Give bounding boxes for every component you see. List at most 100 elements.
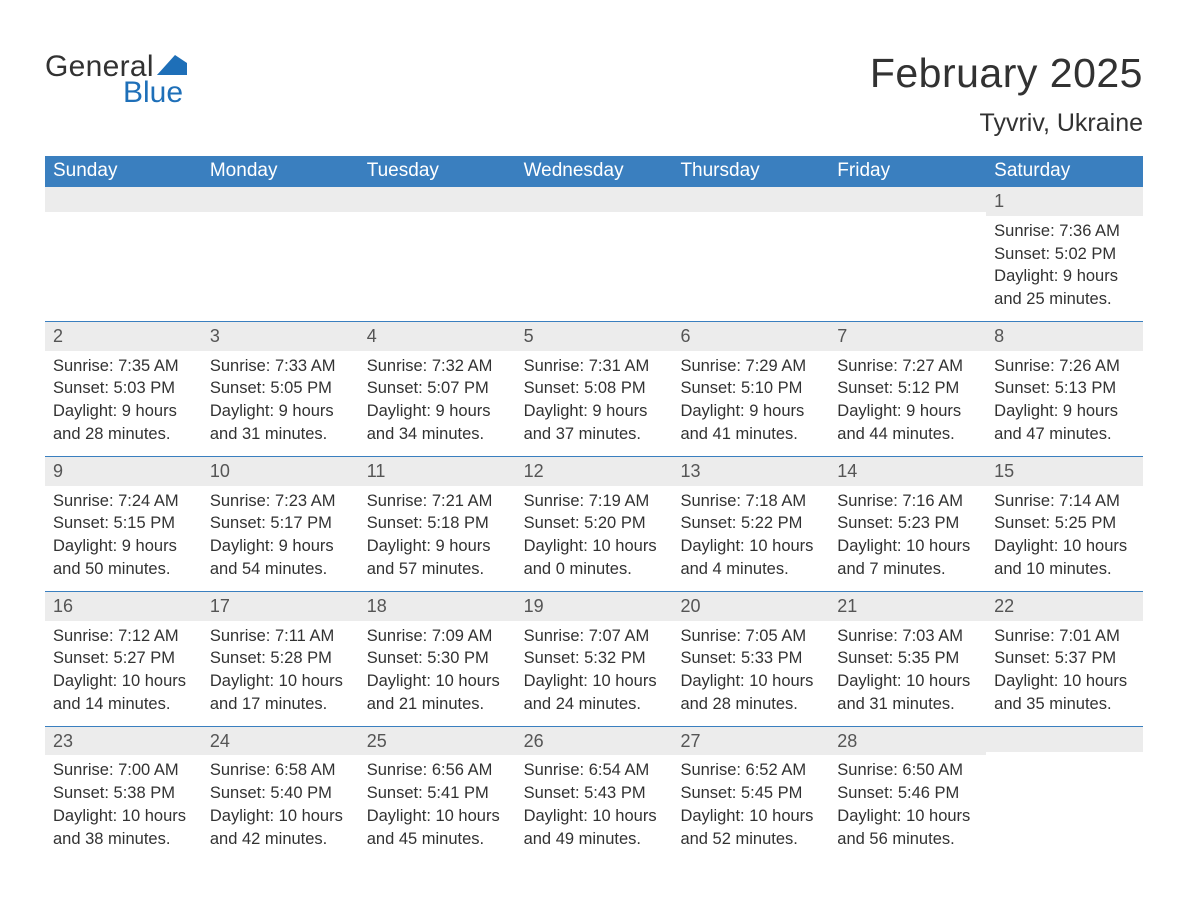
day-header: Sunday xyxy=(45,156,202,187)
daylight-text: and 41 minutes. xyxy=(680,423,821,446)
day-number: 1 xyxy=(986,187,1143,216)
title-block: February 2025 Tyvriv, Ukraine xyxy=(870,50,1143,138)
week-row: 9Sunrise: 7:24 AMSunset: 5:15 PMDaylight… xyxy=(45,456,1143,591)
day-cell: 28Sunrise: 6:50 AMSunset: 5:46 PMDayligh… xyxy=(829,727,986,861)
day-header-row: SundayMondayTuesdayWednesdayThursdayFrid… xyxy=(45,156,1143,187)
day-cell: 11Sunrise: 7:21 AMSunset: 5:18 PMDayligh… xyxy=(359,457,516,591)
day-number: 21 xyxy=(829,592,986,621)
day-cell xyxy=(516,187,673,321)
sunrise-text: Sunrise: 7:29 AM xyxy=(680,355,821,378)
day-cell: 25Sunrise: 6:56 AMSunset: 5:41 PMDayligh… xyxy=(359,727,516,861)
sunset-text: Sunset: 5:17 PM xyxy=(210,512,351,535)
day-number: 17 xyxy=(202,592,359,621)
sunset-text: Sunset: 5:33 PM xyxy=(680,647,821,670)
day-number: 10 xyxy=(202,457,359,486)
day-number xyxy=(516,187,673,212)
sunset-text: Sunset: 5:37 PM xyxy=(994,647,1135,670)
sunset-text: Sunset: 5:23 PM xyxy=(837,512,978,535)
sunrise-text: Sunrise: 6:50 AM xyxy=(837,759,978,782)
day-number: 6 xyxy=(672,322,829,351)
sunrise-text: Sunrise: 7:18 AM xyxy=(680,490,821,513)
sunset-text: Sunset: 5:35 PM xyxy=(837,647,978,670)
day-number: 12 xyxy=(516,457,673,486)
day-cell xyxy=(829,187,986,321)
day-number: 25 xyxy=(359,727,516,756)
week-row: 2Sunrise: 7:35 AMSunset: 5:03 PMDaylight… xyxy=(45,321,1143,456)
daylight-text: Daylight: 9 hours xyxy=(524,400,665,423)
day-number: 3 xyxy=(202,322,359,351)
sunset-text: Sunset: 5:32 PM xyxy=(524,647,665,670)
daylight-text: and 14 minutes. xyxy=(53,693,194,716)
daylight-text: and 44 minutes. xyxy=(837,423,978,446)
day-number: 19 xyxy=(516,592,673,621)
daylight-text: and 38 minutes. xyxy=(53,828,194,851)
daylight-text: Daylight: 10 hours xyxy=(53,670,194,693)
daylight-text: Daylight: 10 hours xyxy=(367,670,508,693)
daylight-text: Daylight: 10 hours xyxy=(210,805,351,828)
day-cell: 24Sunrise: 6:58 AMSunset: 5:40 PMDayligh… xyxy=(202,727,359,861)
sunrise-text: Sunrise: 7:11 AM xyxy=(210,625,351,648)
daylight-text: and 34 minutes. xyxy=(367,423,508,446)
day-cell xyxy=(202,187,359,321)
day-cell: 16Sunrise: 7:12 AMSunset: 5:27 PMDayligh… xyxy=(45,592,202,726)
daylight-text: and 31 minutes. xyxy=(837,693,978,716)
day-number xyxy=(202,187,359,212)
day-cell: 23Sunrise: 7:00 AMSunset: 5:38 PMDayligh… xyxy=(45,727,202,861)
daylight-text: and 35 minutes. xyxy=(994,693,1135,716)
daylight-text: Daylight: 10 hours xyxy=(210,670,351,693)
sunrise-text: Sunrise: 7:36 AM xyxy=(994,220,1135,243)
day-number xyxy=(829,187,986,212)
sunrise-text: Sunrise: 7:35 AM xyxy=(53,355,194,378)
daylight-text: and 17 minutes. xyxy=(210,693,351,716)
daylight-text: Daylight: 10 hours xyxy=(524,805,665,828)
day-header: Monday xyxy=(202,156,359,187)
sunset-text: Sunset: 5:20 PM xyxy=(524,512,665,535)
sunrise-text: Sunrise: 7:21 AM xyxy=(367,490,508,513)
daylight-text: and 10 minutes. xyxy=(994,558,1135,581)
daylight-text: and 0 minutes. xyxy=(524,558,665,581)
day-cell: 13Sunrise: 7:18 AMSunset: 5:22 PMDayligh… xyxy=(672,457,829,591)
daylight-text: and 50 minutes. xyxy=(53,558,194,581)
daylight-text: and 54 minutes. xyxy=(210,558,351,581)
daylight-text: and 25 minutes. xyxy=(994,288,1135,311)
daylight-text: Daylight: 10 hours xyxy=(837,535,978,558)
day-header: Tuesday xyxy=(359,156,516,187)
daylight-text: and 37 minutes. xyxy=(524,423,665,446)
day-cell xyxy=(672,187,829,321)
sunset-text: Sunset: 5:18 PM xyxy=(367,512,508,535)
day-cell: 21Sunrise: 7:03 AMSunset: 5:35 PMDayligh… xyxy=(829,592,986,726)
sunset-text: Sunset: 5:43 PM xyxy=(524,782,665,805)
day-number: 13 xyxy=(672,457,829,486)
day-header: Thursday xyxy=(672,156,829,187)
daylight-text: Daylight: 10 hours xyxy=(837,805,978,828)
daylight-text: and 21 minutes. xyxy=(367,693,508,716)
day-number: 11 xyxy=(359,457,516,486)
sunset-text: Sunset: 5:28 PM xyxy=(210,647,351,670)
page-header: General Blue February 2025 Tyvriv, Ukrai… xyxy=(45,50,1143,138)
daylight-text: Daylight: 10 hours xyxy=(524,535,665,558)
day-cell: 9Sunrise: 7:24 AMSunset: 5:15 PMDaylight… xyxy=(45,457,202,591)
daylight-text: and 57 minutes. xyxy=(367,558,508,581)
daylight-text: Daylight: 10 hours xyxy=(994,535,1135,558)
day-number: 20 xyxy=(672,592,829,621)
day-header: Friday xyxy=(829,156,986,187)
sunset-text: Sunset: 5:05 PM xyxy=(210,377,351,400)
sunrise-text: Sunrise: 6:58 AM xyxy=(210,759,351,782)
daylight-text: Daylight: 10 hours xyxy=(524,670,665,693)
daylight-text: Daylight: 9 hours xyxy=(210,535,351,558)
location-label: Tyvriv, Ukraine xyxy=(870,109,1143,138)
sunrise-text: Sunrise: 7:12 AM xyxy=(53,625,194,648)
day-number: 23 xyxy=(45,727,202,756)
sunrise-text: Sunrise: 7:33 AM xyxy=(210,355,351,378)
daylight-text: Daylight: 9 hours xyxy=(994,265,1135,288)
daylight-text: Daylight: 9 hours xyxy=(53,535,194,558)
day-cell: 17 Sunrise: 7:11 AMSunset: 5:28 PMDayligh… xyxy=(202,592,359,726)
day-cell: 7Sunrise: 7:27 AMSunset: 5:12 PMDaylight… xyxy=(829,322,986,456)
day-number: 7 xyxy=(829,322,986,351)
day-cell: 6Sunrise: 7:29 AMSunset: 5:10 PMDaylight… xyxy=(672,322,829,456)
day-cell xyxy=(45,187,202,321)
sunset-text: Sunset: 5:03 PM xyxy=(53,377,194,400)
sunrise-text: Sunrise: 7:26 AM xyxy=(994,355,1135,378)
sunset-text: Sunset: 5:46 PM xyxy=(837,782,978,805)
sunrise-text: Sunrise: 7:24 AM xyxy=(53,490,194,513)
